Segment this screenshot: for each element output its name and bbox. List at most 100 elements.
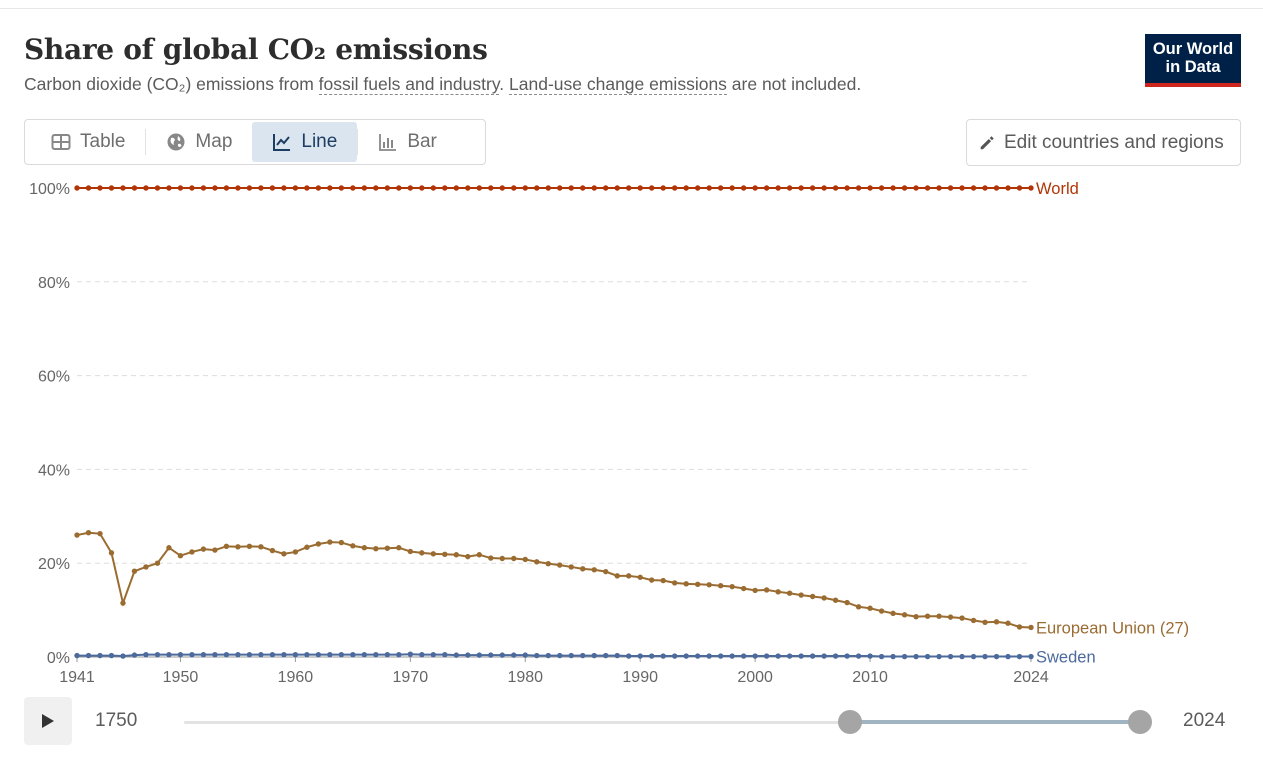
data-point [603, 185, 609, 191]
data-point [350, 651, 356, 658]
timeline-start-label: 1750 [95, 710, 138, 731]
data-point [120, 185, 126, 191]
data-point [327, 651, 333, 658]
timeline-start-handle[interactable] [838, 710, 862, 734]
data-point [890, 185, 896, 191]
data-point [200, 651, 207, 658]
data-point [740, 185, 747, 191]
timeline-end-handle[interactable] [1128, 710, 1152, 734]
timeline-track[interactable] [184, 721, 1140, 724]
data-point [557, 652, 563, 659]
data-point [373, 185, 379, 191]
data-point [706, 653, 712, 659]
data-point [901, 653, 908, 660]
owid-logo[interactable]: Our World in Data [1145, 34, 1241, 87]
data-point [763, 185, 770, 191]
data-point [890, 610, 896, 617]
data-point [373, 651, 379, 658]
data-point [430, 551, 437, 557]
data-point [821, 185, 827, 191]
data-point [292, 651, 299, 658]
chart-subtitle: Carbon dioxide (CO₂) emissions from foss… [24, 74, 861, 95]
data-point [913, 613, 919, 620]
data-point [1016, 185, 1023, 191]
data-point [614, 652, 620, 659]
data-point [258, 544, 264, 550]
data-point [407, 548, 414, 555]
data-point [683, 653, 689, 659]
data-point [740, 653, 747, 659]
data-point [568, 564, 574, 570]
data-point [832, 653, 839, 659]
data-point [982, 185, 988, 191]
data-point [384, 185, 391, 191]
data-point [603, 568, 609, 575]
data-point [580, 566, 586, 572]
data-point [913, 185, 919, 191]
tab-bar[interactable]: Bar [358, 122, 457, 162]
data-point [212, 185, 218, 191]
data-point [120, 600, 126, 606]
data-point [246, 651, 253, 658]
data-point [419, 185, 425, 191]
bar-chart-icon [379, 134, 397, 151]
data-point [177, 651, 184, 658]
data-point [338, 539, 345, 546]
data-point [384, 651, 391, 658]
data-point [465, 185, 471, 191]
data-point [637, 653, 643, 659]
data-point [235, 544, 241, 550]
play-button[interactable] [24, 697, 72, 745]
data-point [867, 605, 873, 611]
data-point [591, 652, 597, 659]
data-point [223, 185, 230, 191]
data-point [476, 552, 482, 558]
tab-divider [145, 129, 147, 155]
data-point [982, 619, 988, 625]
data-point [775, 589, 781, 595]
data-point [212, 547, 218, 553]
data-point [350, 185, 356, 191]
data-point [281, 551, 287, 557]
data-point [189, 549, 195, 555]
data-point [269, 547, 276, 554]
data-point [568, 652, 574, 659]
data-point [683, 185, 689, 191]
tab-map-label: Map [195, 131, 233, 152]
tab-map[interactable]: Map [146, 122, 252, 162]
data-point [522, 652, 528, 658]
fossil-fuels-link[interactable]: fossil fuels and industry [318, 74, 500, 95]
data-point [798, 653, 804, 659]
line-chart-icon [273, 134, 291, 151]
data-point [453, 185, 460, 191]
data-point [1028, 653, 1034, 660]
data-point [844, 185, 850, 191]
data-point [970, 653, 977, 660]
data-point [85, 652, 92, 659]
tab-line[interactable]: Line [252, 122, 358, 162]
data-point [281, 185, 287, 191]
tab-line-label: Line [301, 131, 338, 152]
data-point [108, 185, 115, 191]
data-point [706, 185, 712, 191]
data-point [568, 185, 574, 191]
tab-table[interactable]: Table [31, 122, 145, 162]
data-point [189, 185, 195, 191]
data-point [396, 545, 402, 551]
data-point [177, 552, 184, 559]
data-point [384, 545, 391, 551]
data-point [626, 573, 632, 579]
data-point [648, 185, 655, 191]
data-point [1005, 653, 1011, 660]
data-point [890, 653, 896, 660]
data-point [246, 543, 253, 550]
edit-countries-button[interactable]: Edit countries and regions [966, 119, 1241, 166]
data-point [396, 185, 402, 191]
data-point [74, 185, 80, 191]
data-point [1005, 620, 1011, 626]
data-point [200, 546, 207, 552]
land-use-link[interactable]: Land-use change emissions [509, 74, 727, 95]
data-point [499, 555, 505, 562]
data-point [901, 612, 908, 618]
data-point [166, 545, 172, 551]
